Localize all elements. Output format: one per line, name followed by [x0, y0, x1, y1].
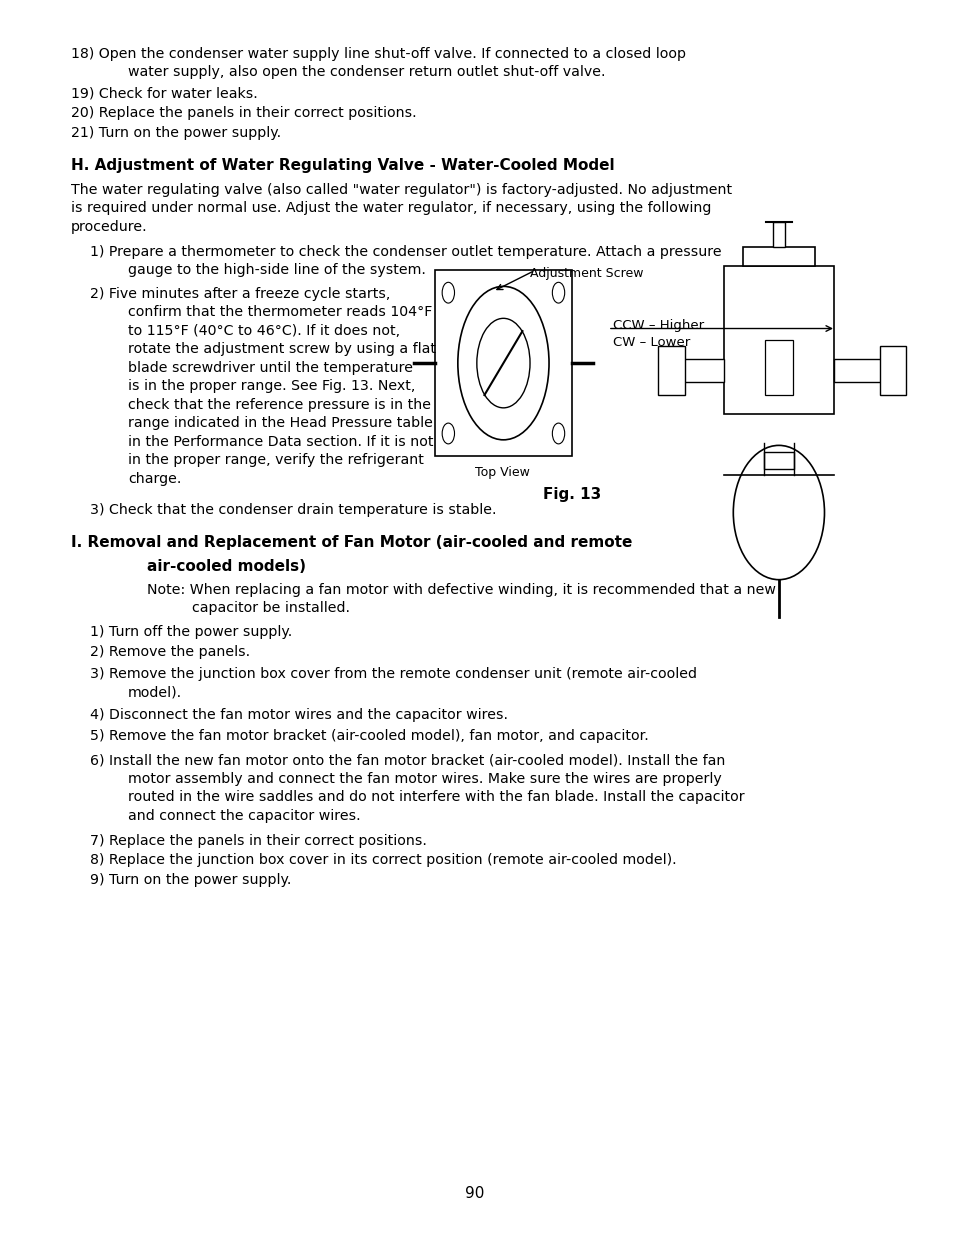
Bar: [723, 266, 833, 414]
Text: 2) Five minutes after a freeze cycle starts,: 2) Five minutes after a freeze cycle sta…: [91, 287, 390, 300]
Text: is required under normal use. Adjust the water regulator, if necessary, using th: is required under normal use. Adjust the…: [71, 201, 711, 215]
Text: to 115°F (40°C to 46°C). If it does not,: to 115°F (40°C to 46°C). If it does not,: [128, 324, 400, 337]
Text: gauge to the high-side line of the system.: gauge to the high-side line of the syste…: [128, 263, 426, 277]
Text: 19) Check for water leaks.: 19) Check for water leaks.: [71, 86, 257, 100]
Bar: [772, 222, 783, 247]
Text: Note: When replacing a fan motor with defective winding, it is recommended that : Note: When replacing a fan motor with de…: [147, 583, 776, 597]
Text: I. Removal and Replacement of Fan Motor (air-cooled and remote: I. Removal and Replacement of Fan Motor …: [71, 535, 632, 550]
Text: The water regulating valve (also called "water regulator") is factory-adjusted. : The water regulating valve (also called …: [71, 183, 732, 196]
Text: 5) Remove the fan motor bracket (air-cooled model), fan motor, and capacitor.: 5) Remove the fan motor bracket (air-coo…: [91, 729, 648, 742]
Text: 1) Prepare a thermometer to check the condenser outlet temperature. Attach a pre: 1) Prepare a thermometer to check the co…: [91, 245, 721, 258]
Text: in the Performance Data section. If it is not: in the Performance Data section. If it i…: [128, 435, 434, 448]
Text: 4) Disconnect the fan motor wires and the capacitor wires.: 4) Disconnect the fan motor wires and th…: [91, 708, 508, 721]
Bar: [764, 340, 792, 395]
Bar: [879, 346, 905, 395]
Ellipse shape: [552, 424, 564, 443]
Text: 8) Replace the junction box cover in its correct position (remote air-cooled mod: 8) Replace the junction box cover in its…: [91, 853, 677, 867]
Text: routed in the wire saddles and do not interfere with the fan blade. Install the : routed in the wire saddles and do not in…: [128, 790, 744, 804]
Text: Adjustment Screw: Adjustment Screw: [530, 267, 643, 280]
Text: water supply, also open the condenser return outlet shut-off valve.: water supply, also open the condenser re…: [128, 65, 605, 79]
Bar: [763, 452, 793, 469]
Text: 2) Remove the panels.: 2) Remove the panels.: [91, 645, 250, 658]
Text: blade screwdriver until the temperature: blade screwdriver until the temperature: [128, 361, 413, 374]
Text: Top View: Top View: [475, 466, 529, 479]
Text: range indicated in the Head Pressure table: range indicated in the Head Pressure tab…: [128, 416, 433, 430]
Text: 3) Remove the junction box cover from the remote condenser unit (remote air-cool: 3) Remove the junction box cover from th…: [91, 667, 697, 680]
Text: 6) Install the new fan motor onto the fan motor bracket (air-cooled model). Inst: 6) Install the new fan motor onto the fa…: [91, 753, 725, 767]
Text: confirm that the thermometer reads 104°F: confirm that the thermometer reads 104°F: [128, 305, 432, 319]
Ellipse shape: [441, 424, 454, 443]
Ellipse shape: [476, 319, 530, 408]
Text: motor assembly and connect the fan motor wires. Make sure the wires are properly: motor assembly and connect the fan motor…: [128, 772, 721, 785]
Text: 90: 90: [465, 1186, 484, 1200]
Bar: [658, 346, 684, 395]
Text: in the proper range, verify the refrigerant: in the proper range, verify the refriger…: [128, 453, 424, 467]
Text: rotate the adjustment screw by using a flat: rotate the adjustment screw by using a f…: [128, 342, 436, 356]
Text: and connect the capacitor wires.: and connect the capacitor wires.: [128, 809, 360, 823]
Text: 1) Turn off the power supply.: 1) Turn off the power supply.: [91, 625, 293, 638]
Text: 18) Open the condenser water supply line shut-off valve. If connected to a close: 18) Open the condenser water supply line…: [71, 47, 685, 61]
Text: 21) Turn on the power supply.: 21) Turn on the power supply.: [71, 126, 281, 140]
Text: is in the proper range. See Fig. 13. Next,: is in the proper range. See Fig. 13. Nex…: [128, 379, 416, 393]
Text: air-cooled models): air-cooled models): [147, 559, 306, 574]
Text: charge.: charge.: [128, 472, 181, 485]
Bar: [671, 359, 723, 382]
Text: 9) Turn on the power supply.: 9) Turn on the power supply.: [91, 873, 292, 887]
Bar: [833, 359, 885, 382]
Bar: [742, 247, 814, 266]
Ellipse shape: [441, 283, 454, 303]
Ellipse shape: [733, 446, 823, 579]
Text: 3) Check that the condenser drain temperature is stable.: 3) Check that the condenser drain temper…: [91, 503, 497, 516]
Text: CCW – Higher
CW – Lower: CCW – Higher CW – Lower: [612, 319, 703, 348]
Text: check that the reference pressure is in the: check that the reference pressure is in …: [128, 398, 431, 411]
Text: 7) Replace the panels in their correct positions.: 7) Replace the panels in their correct p…: [91, 834, 427, 847]
Text: Fig. 13: Fig. 13: [543, 487, 601, 501]
Text: 20) Replace the panels in their correct positions.: 20) Replace the panels in their correct …: [71, 106, 416, 120]
Text: H. Adjustment of Water Regulating Valve - Water-Cooled Model: H. Adjustment of Water Regulating Valve …: [71, 158, 615, 173]
Ellipse shape: [552, 283, 564, 303]
Text: model).: model).: [128, 685, 182, 699]
Text: procedure.: procedure.: [71, 220, 148, 233]
Ellipse shape: [457, 287, 549, 440]
Text: capacitor be installed.: capacitor be installed.: [192, 601, 350, 615]
Bar: [435, 270, 571, 456]
